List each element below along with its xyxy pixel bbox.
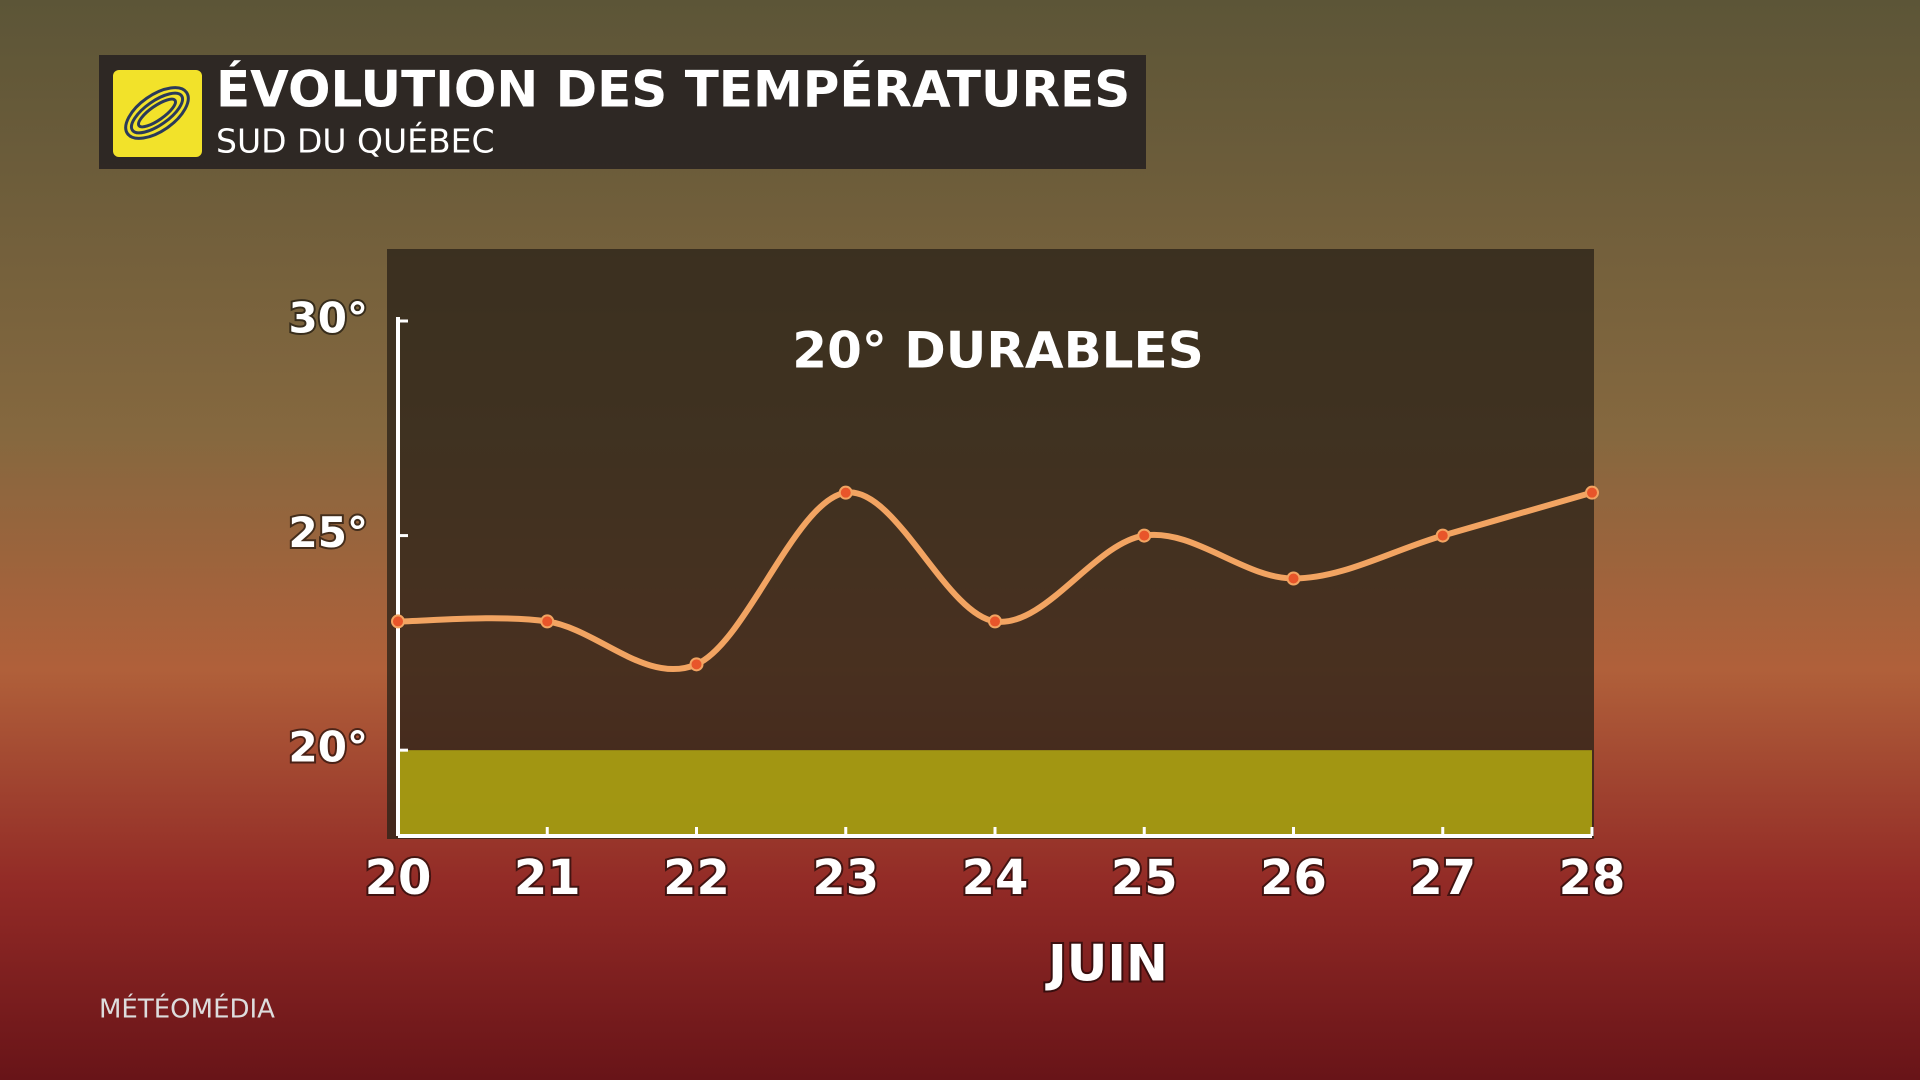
point: [1286, 571, 1301, 586]
x-tick-label: 28: [1559, 850, 1626, 906]
point: [1585, 485, 1599, 500]
y-tick-label: 30°: [289, 294, 368, 343]
x-tick-label: 24: [962, 850, 1029, 906]
subtitle: SUD DU QUÉBEC: [216, 121, 495, 161]
point: [689, 657, 704, 672]
logo-swirl: [124, 86, 190, 140]
annotation: 20° DURABLES: [792, 322, 1203, 380]
x-tick-label: 22: [663, 850, 730, 906]
x-tick-label: 25: [1111, 850, 1178, 906]
x-tick-label: 26: [1260, 850, 1327, 906]
logo: [113, 70, 202, 157]
y-tick-label: 25°: [289, 508, 368, 557]
x-axis-label: JUIN: [1045, 935, 1168, 993]
x-tick-label: 20: [365, 850, 432, 906]
plot-panel: [387, 249, 1594, 839]
title-box: [99, 55, 1146, 169]
x-tick-label: 23: [812, 850, 879, 906]
x-tick-label: 21: [514, 850, 581, 906]
point: [391, 614, 405, 629]
x-tick-label: 27: [1409, 850, 1476, 906]
title: ÉVOLUTION DES TEMPÉRATURES: [216, 60, 1130, 119]
brand: MÉTÉOMÉDIA: [99, 993, 275, 1025]
point: [540, 614, 555, 629]
point: [838, 485, 853, 500]
y-tick-label: 20°: [289, 723, 368, 772]
point: [1435, 528, 1450, 543]
threshold-band: [398, 750, 1592, 836]
line: [397, 489, 1593, 673]
point: [988, 614, 1002, 629]
point: [1137, 528, 1152, 543]
